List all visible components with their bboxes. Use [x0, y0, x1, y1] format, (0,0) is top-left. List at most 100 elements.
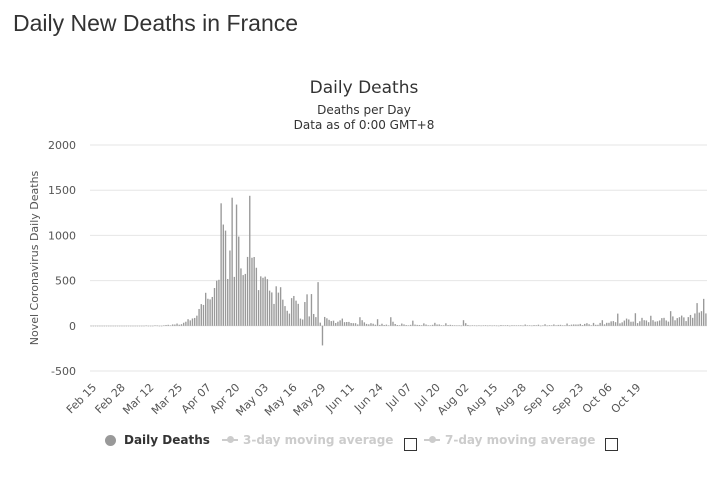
- bar[interactable]: [99, 325, 101, 327]
- bar[interactable]: [506, 325, 509, 326]
- bar[interactable]: [588, 324, 590, 326]
- bar[interactable]: [449, 324, 451, 326]
- bar[interactable]: [678, 317, 681, 326]
- bar[interactable]: [628, 319, 630, 326]
- bar[interactable]: [264, 276, 266, 326]
- bar[interactable]: [575, 324, 577, 326]
- checkbox-3day-average[interactable]: [404, 438, 417, 451]
- bar[interactable]: [284, 306, 286, 326]
- bar[interactable]: [92, 325, 94, 327]
- bar[interactable]: [216, 280, 218, 326]
- bar[interactable]: [661, 318, 663, 326]
- bar[interactable]: [561, 325, 564, 326]
- bar[interactable]: [178, 324, 180, 326]
- bar[interactable]: [493, 325, 496, 327]
- bar[interactable]: [359, 317, 361, 326]
- bar[interactable]: [354, 323, 357, 326]
- bar[interactable]: [573, 324, 575, 326]
- bar[interactable]: [445, 323, 447, 326]
- bar[interactable]: [597, 324, 599, 326]
- bar[interactable]: [385, 324, 388, 326]
- bar[interactable]: [110, 325, 112, 327]
- bar[interactable]: [473, 325, 476, 327]
- bar[interactable]: [257, 290, 260, 326]
- bar[interactable]: [537, 324, 540, 326]
- bar[interactable]: [187, 319, 189, 326]
- bar[interactable]: [138, 325, 141, 327]
- bar[interactable]: [350, 323, 352, 326]
- bar[interactable]: [623, 320, 626, 326]
- bar[interactable]: [625, 318, 628, 326]
- bar[interactable]: [663, 317, 665, 326]
- bar[interactable]: [249, 195, 251, 326]
- bar[interactable]: [586, 323, 588, 326]
- bar[interactable]: [352, 323, 355, 326]
- bar[interactable]: [535, 325, 537, 326]
- bar[interactable]: [260, 276, 262, 326]
- bar[interactable]: [390, 317, 392, 326]
- bar[interactable]: [125, 325, 128, 327]
- bar[interactable]: [484, 325, 487, 326]
- bar[interactable]: [636, 323, 639, 326]
- bar[interactable]: [160, 325, 163, 327]
- bar[interactable]: [218, 279, 220, 326]
- bar[interactable]: [614, 322, 617, 326]
- bar[interactable]: [321, 325, 324, 346]
- bar[interactable]: [306, 294, 308, 326]
- bar[interactable]: [368, 324, 370, 326]
- bar[interactable]: [317, 282, 319, 326]
- bar[interactable]: [202, 304, 205, 326]
- bar[interactable]: [279, 287, 282, 326]
- bar[interactable]: [193, 317, 196, 326]
- bar[interactable]: [97, 325, 99, 327]
- bar[interactable]: [520, 325, 522, 326]
- bar[interactable]: [621, 322, 623, 326]
- bar[interactable]: [460, 325, 462, 327]
- bar[interactable]: [205, 292, 207, 326]
- bar[interactable]: [685, 321, 687, 326]
- bar[interactable]: [414, 324, 416, 326]
- bar[interactable]: [114, 325, 117, 327]
- bar[interactable]: [326, 318, 328, 326]
- bar[interactable]: [696, 303, 698, 326]
- bar[interactable]: [374, 324, 377, 326]
- bar[interactable]: [357, 324, 359, 326]
- bar[interactable]: [275, 286, 277, 326]
- bar[interactable]: [564, 325, 566, 326]
- bar[interactable]: [553, 324, 555, 326]
- bar[interactable]: [442, 325, 445, 326]
- bar[interactable]: [286, 310, 288, 326]
- bar[interactable]: [610, 321, 612, 326]
- bar[interactable]: [394, 323, 396, 326]
- bar[interactable]: [471, 325, 474, 326]
- bar[interactable]: [674, 320, 676, 326]
- bar[interactable]: [687, 317, 689, 326]
- bar[interactable]: [544, 324, 546, 326]
- bar[interactable]: [233, 276, 236, 326]
- bar[interactable]: [299, 318, 302, 326]
- bar[interactable]: [315, 317, 317, 326]
- bar[interactable]: [703, 298, 705, 326]
- bar[interactable]: [169, 325, 172, 327]
- bar[interactable]: [498, 325, 500, 327]
- bar[interactable]: [526, 325, 529, 326]
- bar[interactable]: [251, 257, 253, 326]
- bar[interactable]: [645, 320, 648, 326]
- bar[interactable]: [405, 325, 407, 326]
- bar[interactable]: [584, 323, 586, 326]
- bar[interactable]: [266, 279, 269, 326]
- bar[interactable]: [328, 319, 330, 326]
- bar[interactable]: [123, 325, 125, 327]
- bar[interactable]: [361, 320, 363, 326]
- bar[interactable]: [407, 325, 410, 326]
- bar[interactable]: [185, 321, 187, 326]
- bar[interactable]: [515, 325, 518, 327]
- bar[interactable]: [288, 313, 291, 326]
- bar[interactable]: [398, 325, 401, 326]
- bar[interactable]: [145, 325, 147, 327]
- bar[interactable]: [319, 322, 321, 326]
- bar[interactable]: [434, 322, 436, 326]
- bar[interactable]: [592, 322, 595, 326]
- bar[interactable]: [112, 325, 114, 327]
- bar[interactable]: [511, 325, 513, 326]
